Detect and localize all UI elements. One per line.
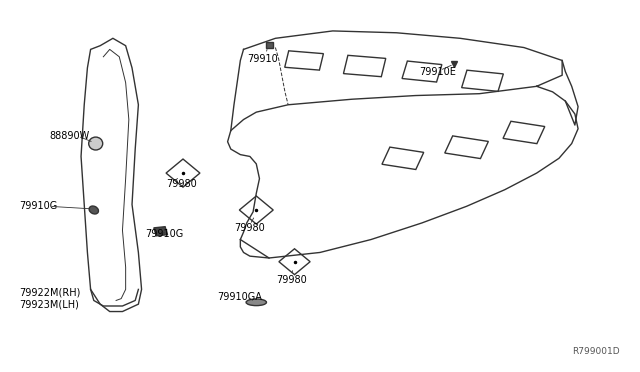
Text: 88890W: 88890W <box>49 131 90 141</box>
Text: 79910G: 79910G <box>145 229 183 239</box>
Bar <box>154 227 168 236</box>
Text: 79910E: 79910E <box>419 67 456 77</box>
Text: 79922M(RH)
79923M(LH): 79922M(RH) 79923M(LH) <box>19 288 81 310</box>
Text: 79910: 79910 <box>246 54 278 64</box>
Ellipse shape <box>89 137 102 150</box>
Text: 79980: 79980 <box>276 275 307 285</box>
Text: R799001D: R799001D <box>572 347 620 356</box>
Ellipse shape <box>246 299 266 306</box>
Ellipse shape <box>89 206 99 214</box>
Text: 79980: 79980 <box>234 224 265 234</box>
Text: 79980: 79980 <box>166 179 196 189</box>
Text: 79910G: 79910G <box>19 201 58 211</box>
Bar <box>266 42 273 48</box>
Text: 79910GA: 79910GA <box>217 292 262 302</box>
